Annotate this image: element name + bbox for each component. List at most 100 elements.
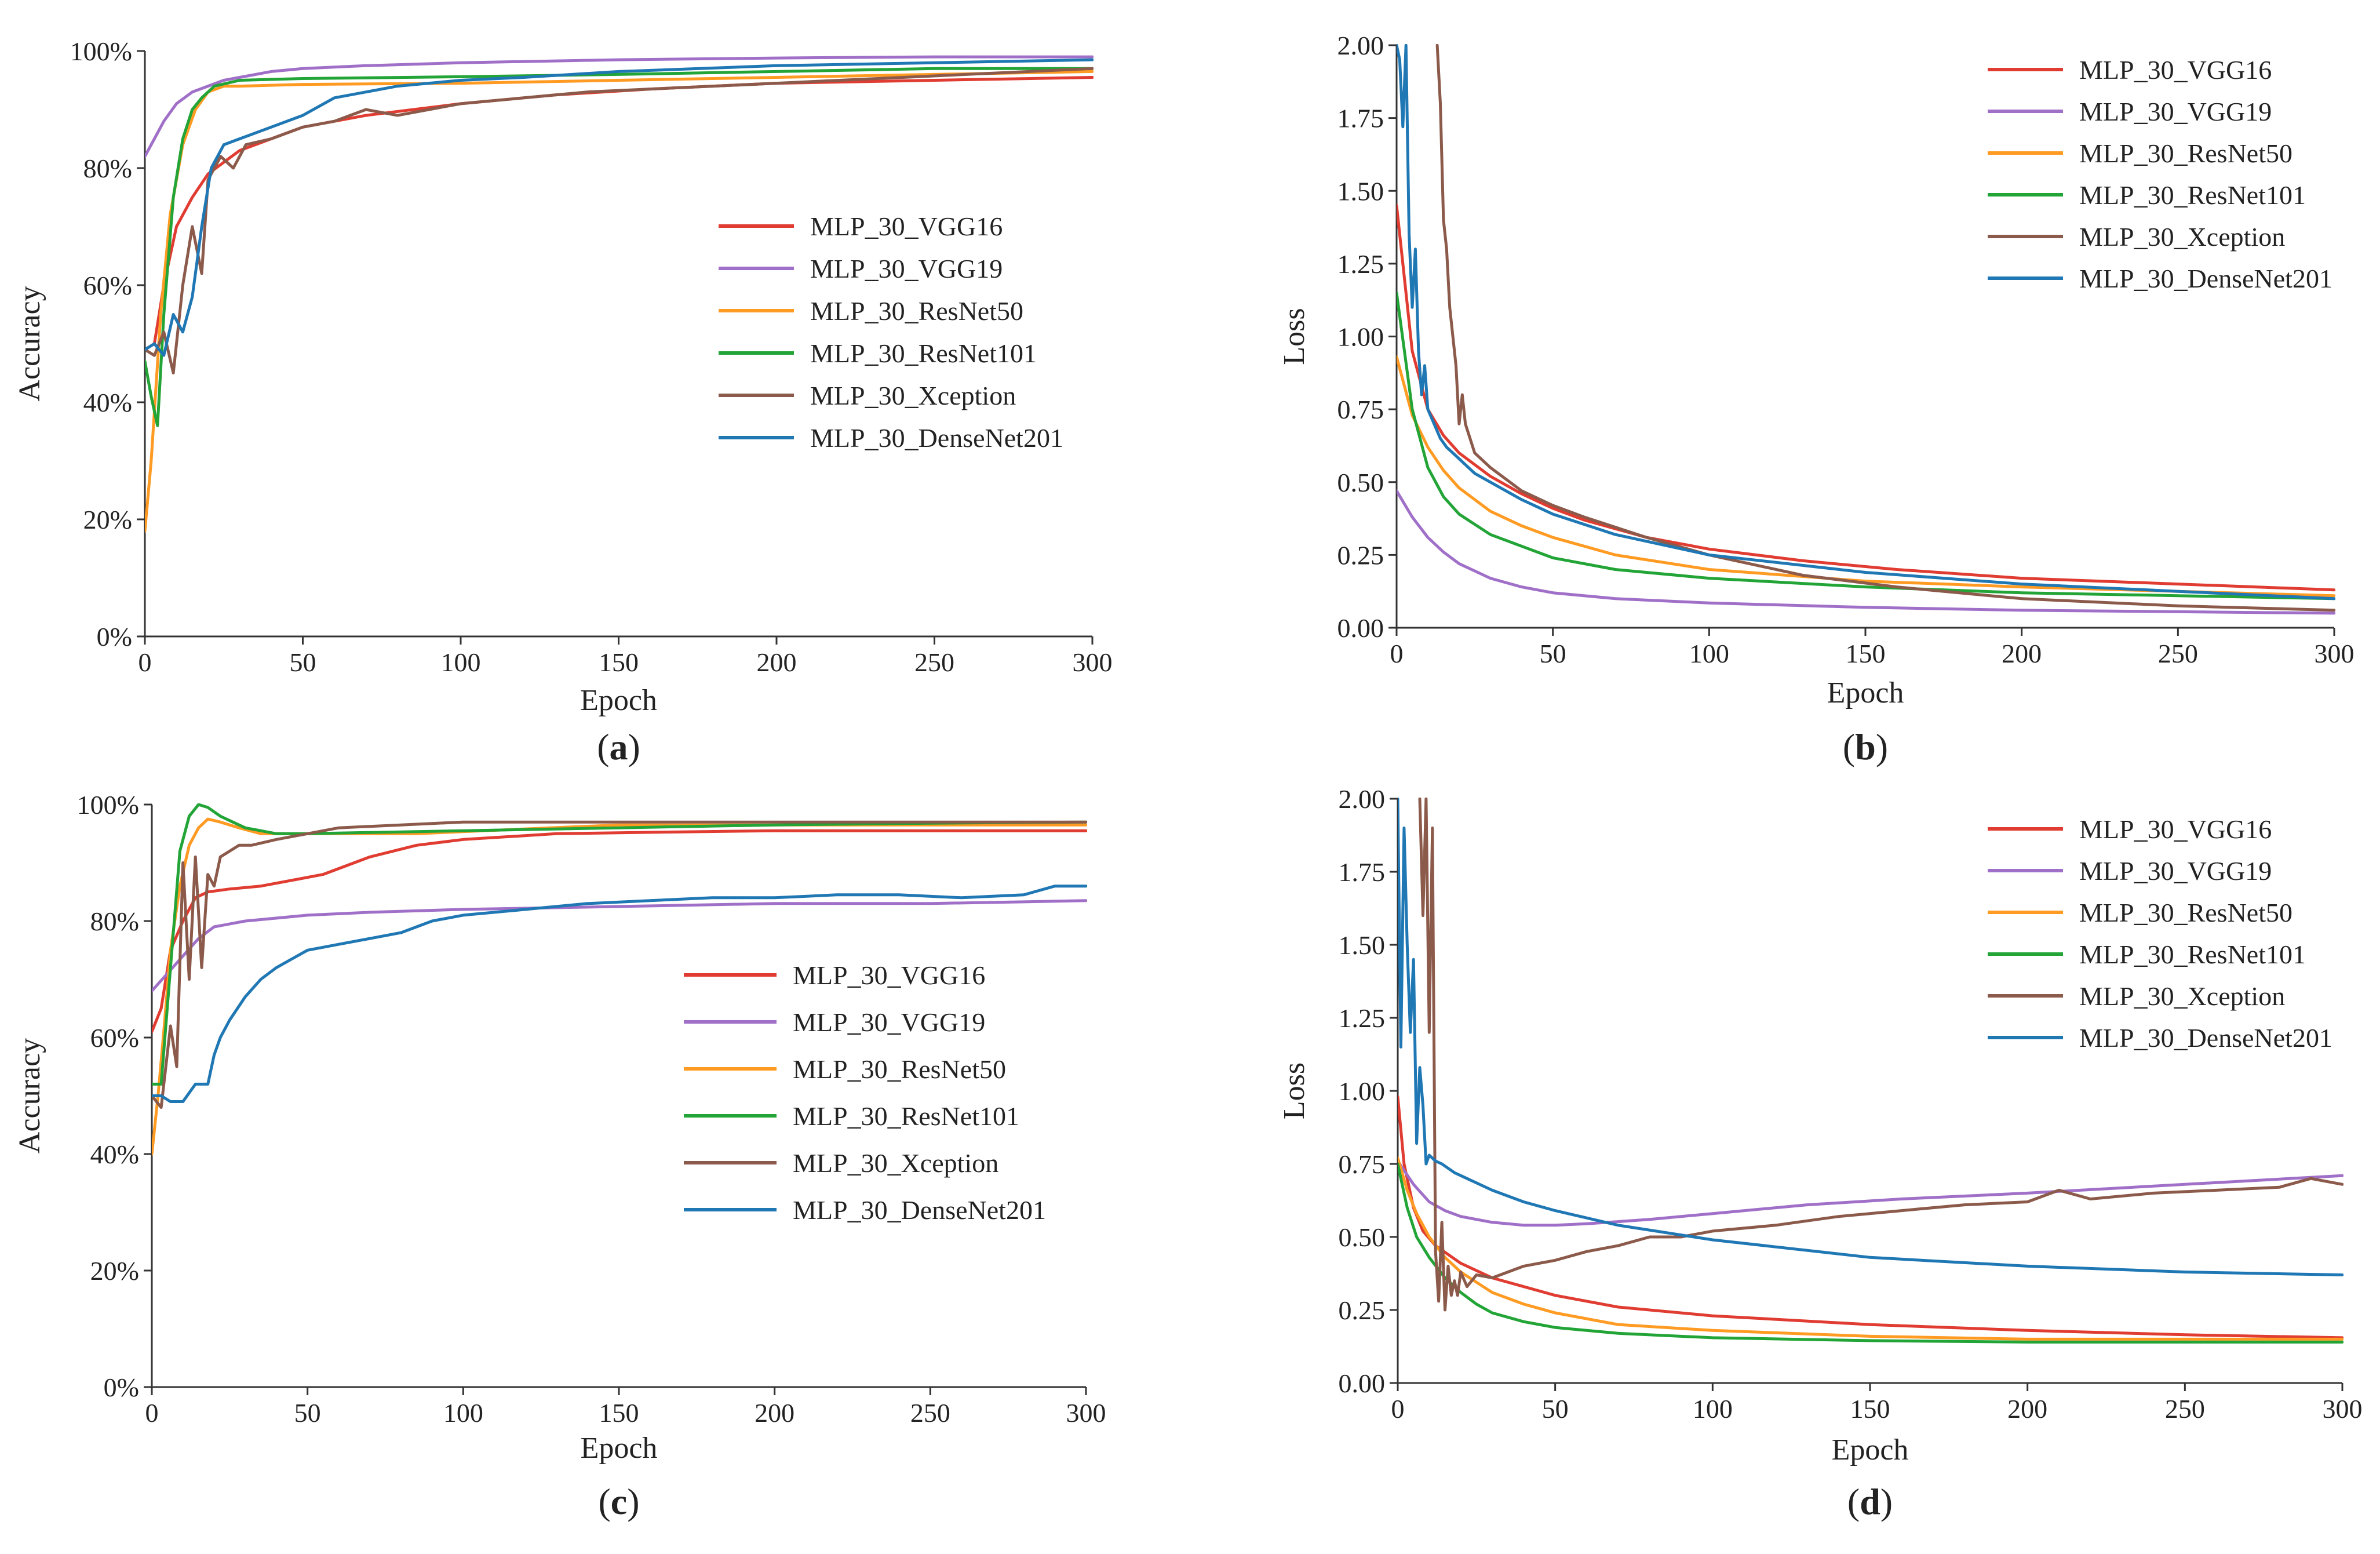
legend-entry-label: MLP_30_DenseNet201: [793, 1195, 1046, 1225]
y-tick-label: 100%: [70, 37, 132, 66]
chart-d-loss: 0 50 100 150 200 250 300 0.00 0.25 0.50 0.75 1.00 1.…: [1278, 784, 2363, 1522]
y-tick-label: 80%: [90, 907, 139, 936]
series-line-mlp-30-xception: [145, 67, 1094, 374]
series-line-mlp-30-vgg19: [1398, 1159, 2343, 1227]
x-tick-label: 50: [294, 1398, 321, 1428]
chart-b-loss: 0 50 100 150 200 250 300 0.00 0.25 0.50 0.75 1.00 1.…: [1278, 31, 2355, 767]
legend-entry-label: MLP_30_Xception: [2079, 222, 2285, 252]
x-tick-label: 250: [2165, 1394, 2205, 1424]
x-tick-label: 50: [1542, 1394, 1569, 1424]
y-tick-label: 0.25: [1337, 540, 1384, 570]
x-tick-label: 200: [2002, 639, 2042, 668]
y-axis-label: Accuracy: [13, 1038, 46, 1153]
x-tick-label: 250: [910, 1398, 950, 1428]
series-line-mlp-30-densenet201: [145, 58, 1094, 357]
x-tick-label: 50: [1540, 639, 1566, 668]
x-tick-label: 300: [2315, 639, 2355, 668]
legend-entry-label: MLP_30_VGG16: [810, 212, 1003, 241]
x-axis-label: Epoch: [1827, 676, 1904, 709]
x-axis-label: Epoch: [580, 684, 657, 717]
legend-entry-label: MLP_30_VGG16: [2079, 814, 2272, 844]
y-tick-label: 2.00: [1339, 784, 1386, 814]
x-tick-label: 200: [755, 1398, 794, 1428]
legend-entry-label: MLP_30_VGG19: [793, 1007, 985, 1037]
legend-entry-label: MLP_30_DenseNet201: [810, 423, 1063, 453]
y-tick-label: 0.75: [1339, 1149, 1386, 1179]
x-tick-label: 250: [914, 647, 954, 677]
y-tick-label: 80%: [83, 154, 132, 183]
x-tick-label: 250: [2158, 639, 2198, 668]
series-line-mlp-30-xception: [152, 820, 1087, 1109]
series-line-mlp-30-resnet101: [152, 803, 1087, 1086]
series-line-mlp-30-vgg16: [1397, 203, 2335, 592]
y-tick-label: 1.75: [1339, 857, 1386, 887]
chart-a-accuracy: 0 50 100 150 200 250 300 0% 20% 40% 60% 80% 100% Epoc…: [13, 37, 1113, 767]
x-tick-label: 300: [2323, 1394, 2363, 1424]
x-tick-label: 100: [1693, 1394, 1733, 1424]
x-axis-label: Epoch: [581, 1432, 658, 1465]
legend-entry-label: MLP_30_ResNet50: [2079, 898, 2292, 927]
x-tick-label: 100: [441, 647, 481, 677]
series-line-mlp-30-vgg19: [145, 55, 1094, 158]
y-tick-label: 1.75: [1337, 104, 1384, 133]
y-tick-label: 0.00: [1337, 613, 1384, 643]
legend-entry-label: MLP_30_Xception: [810, 381, 1016, 410]
series-line-mlp-30-xception: [1418, 798, 2343, 1312]
y-tick-label: 2.00: [1337, 31, 1384, 60]
legend-entry-label: MLP_30_ResNet101: [2079, 940, 2306, 969]
y-tick-label: 40%: [90, 1140, 139, 1169]
legend-entry-label: MLP_30_VGG19: [2079, 97, 2272, 126]
x-tick-label: 200: [757, 647, 797, 677]
x-tick-label: 150: [599, 647, 639, 677]
series-line-mlp-30-resnet50: [1398, 1156, 2343, 1341]
y-tick-label: 0.25: [1339, 1295, 1386, 1325]
y-tick-label: 0%: [97, 622, 132, 652]
series-line-mlp-30-vgg19: [152, 899, 1087, 993]
y-axis-label: Loss: [1278, 1062, 1311, 1119]
y-tick-label: 0.50: [1337, 468, 1384, 497]
legend-entry-label: MLP_30_DenseNet201: [2079, 264, 2332, 293]
series-line-mlp-30-densenet201: [1398, 798, 2343, 1276]
y-axis-label: Loss: [1278, 308, 1311, 365]
legend-entry-label: MLP_30_VGG16: [2079, 55, 2272, 85]
x-tick-label: 0: [139, 647, 152, 677]
x-axis-label: Epoch: [1832, 1433, 1909, 1466]
legend-entry-label: MLP_30_Xception: [793, 1148, 998, 1178]
x-tick-label: 150: [1850, 1394, 1890, 1424]
x-tick-label: 150: [599, 1398, 639, 1428]
x-tick-label: 0: [1390, 639, 1404, 668]
series-line-mlp-30-resnet101: [1397, 291, 2335, 601]
chart-c-accuracy: 0 50 100 150 200 250 300 0% 20% 40% 60% 80% 100% Epoc…: [13, 790, 1106, 1522]
legend-entry-label: MLP_30_ResNet50: [2079, 139, 2292, 168]
y-tick-label: 1.00: [1337, 322, 1384, 352]
y-tick-label: 1.25: [1339, 1003, 1386, 1033]
panel-letter: (b): [1843, 726, 1888, 767]
x-tick-label: 0: [1391, 1394, 1405, 1424]
y-tick-label: 1.25: [1337, 249, 1384, 279]
y-tick-label: 1.50: [1339, 930, 1386, 960]
legend-entry-label: MLP_30_VGG19: [810, 254, 1003, 283]
x-tick-label: 100: [1689, 639, 1729, 668]
y-tick-label: 20%: [83, 505, 132, 534]
y-tick-label: 40%: [83, 388, 132, 417]
legend-entry-label: MLP_30_Xception: [2079, 981, 2285, 1011]
legend-entry-label: MLP_30_ResNet101: [810, 339, 1037, 368]
legend-entry-label: MLP_30_VGG16: [793, 960, 985, 990]
x-tick-label: 50: [290, 647, 316, 677]
y-tick-label: 1.50: [1337, 176, 1384, 206]
series-line-mlp-30-resnet101: [1398, 1162, 2343, 1344]
y-axis-label: Accuracy: [13, 286, 46, 401]
legend-entry-label: MLP_30_ResNet50: [793, 1054, 1006, 1084]
legend-entry-label: MLP_30_ResNet101: [793, 1101, 1019, 1131]
y-tick-label: 1.00: [1339, 1076, 1386, 1106]
series-line-mlp-30-xception: [1435, 44, 2335, 612]
y-tick-label: 20%: [90, 1256, 139, 1286]
x-tick-label: 200: [2007, 1394, 2047, 1424]
legend-entry-label: MLP_30_DenseNet201: [2079, 1023, 2332, 1053]
x-tick-label: 150: [1846, 639, 1886, 668]
y-tick-label: 0.50: [1339, 1222, 1386, 1252]
y-tick-label: 0.00: [1339, 1369, 1386, 1398]
x-tick-label: 100: [443, 1398, 483, 1428]
series-line-mlp-30-vgg19: [1397, 489, 2335, 615]
